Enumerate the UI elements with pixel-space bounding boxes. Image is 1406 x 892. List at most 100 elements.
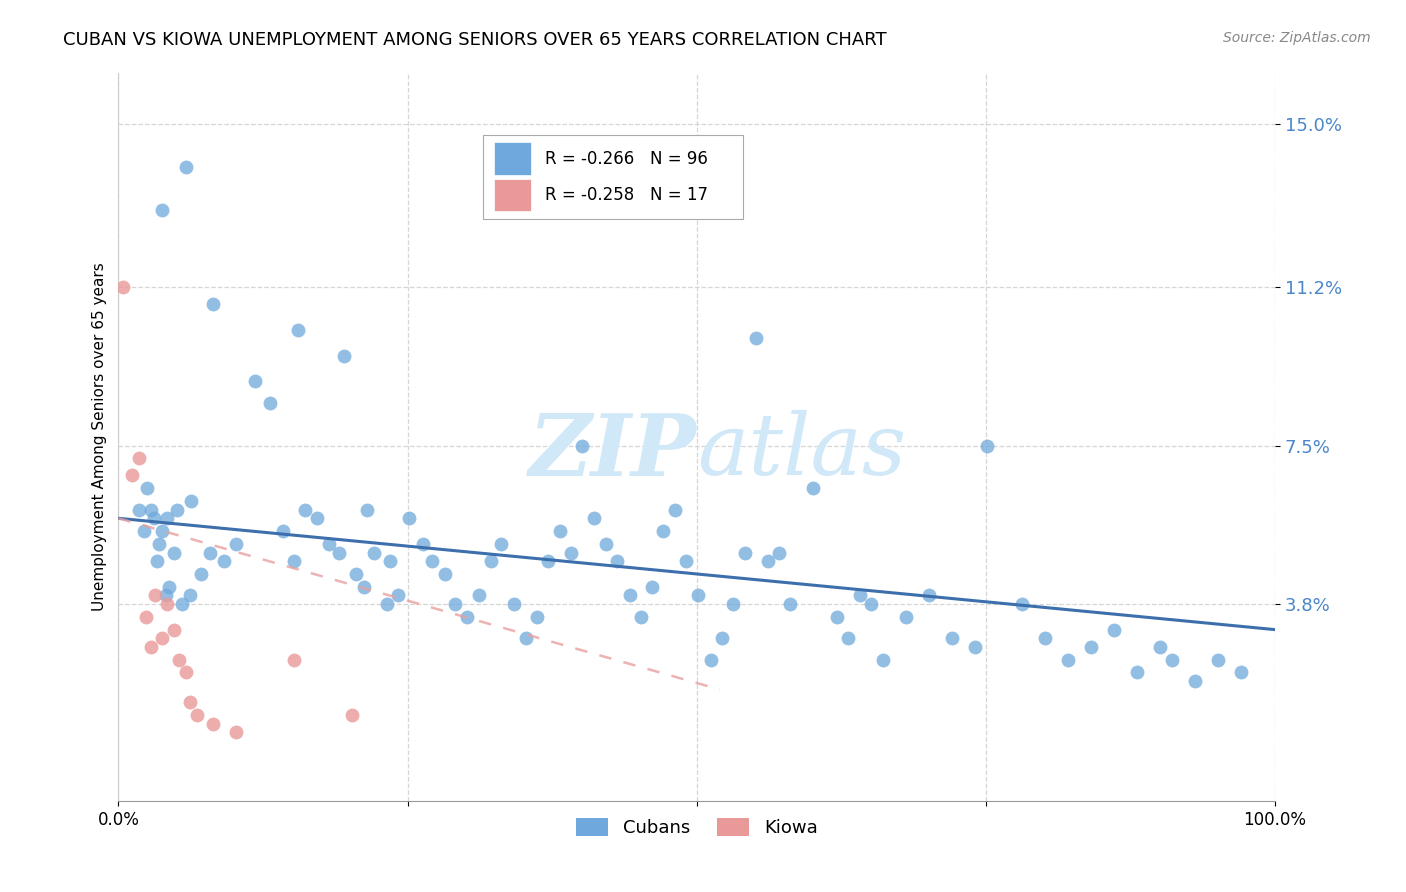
Point — [283, 652, 305, 666]
FancyBboxPatch shape — [495, 142, 531, 175]
Point — [711, 631, 734, 645]
Point — [630, 609, 652, 624]
Point — [333, 349, 356, 363]
Point — [571, 438, 593, 452]
Point — [479, 554, 502, 568]
Point — [536, 554, 558, 568]
Point — [456, 609, 478, 624]
Text: R = -0.258   N = 17: R = -0.258 N = 17 — [546, 186, 709, 204]
Point — [965, 640, 987, 654]
Point — [606, 554, 628, 568]
Point — [652, 524, 675, 538]
Point — [768, 545, 790, 559]
Point — [503, 597, 526, 611]
Point — [398, 511, 420, 525]
Point — [344, 566, 367, 581]
Point — [548, 524, 571, 538]
Point — [1149, 640, 1171, 654]
Point — [225, 725, 247, 739]
Point — [758, 554, 780, 568]
Point — [380, 554, 402, 568]
Point — [145, 554, 167, 568]
FancyBboxPatch shape — [482, 135, 742, 219]
Point — [941, 631, 963, 645]
Point — [595, 537, 617, 551]
Point — [180, 494, 202, 508]
Point — [148, 537, 170, 551]
Point — [515, 631, 537, 645]
Point — [128, 502, 150, 516]
Point — [721, 597, 744, 611]
Point — [1230, 665, 1253, 680]
Point — [271, 524, 294, 538]
Point — [1033, 631, 1056, 645]
Point — [744, 331, 766, 345]
Point — [202, 716, 225, 731]
Point — [145, 588, 167, 602]
Point — [1080, 640, 1102, 654]
Point — [179, 588, 201, 602]
Point — [420, 554, 443, 568]
Point — [803, 481, 825, 495]
Point — [318, 537, 340, 551]
Point — [150, 202, 173, 217]
Point — [139, 502, 162, 516]
Point — [212, 554, 235, 568]
Point — [860, 597, 883, 611]
Point — [186, 708, 208, 723]
Point — [1102, 623, 1125, 637]
Point — [328, 545, 350, 559]
Point — [468, 588, 491, 602]
Point — [1057, 652, 1080, 666]
Point — [734, 545, 756, 559]
Point — [163, 545, 186, 559]
Point — [202, 297, 225, 311]
Legend: Cubans, Kiowa: Cubans, Kiowa — [568, 811, 825, 844]
Point — [491, 537, 513, 551]
Point — [779, 597, 801, 611]
Point — [640, 580, 662, 594]
Text: CUBAN VS KIOWA UNEMPLOYMENT AMONG SENIORS OVER 65 YEARS CORRELATION CHART: CUBAN VS KIOWA UNEMPLOYMENT AMONG SENIOR… — [63, 31, 887, 49]
Point — [121, 468, 143, 483]
Point — [157, 580, 180, 594]
Point — [976, 438, 998, 452]
Point — [179, 695, 201, 709]
Point — [444, 597, 467, 611]
Point — [412, 537, 434, 551]
Point — [1126, 665, 1149, 680]
Point — [1206, 652, 1229, 666]
Point — [139, 640, 162, 654]
Point — [132, 524, 155, 538]
Point — [150, 631, 173, 645]
Point — [699, 652, 721, 666]
Point — [664, 502, 686, 516]
Point — [112, 280, 135, 294]
Text: R = -0.266   N = 96: R = -0.266 N = 96 — [546, 150, 709, 168]
Point — [155, 588, 177, 602]
Point — [259, 395, 281, 409]
Point — [128, 451, 150, 466]
Point — [150, 524, 173, 538]
Text: ZIP: ZIP — [529, 409, 697, 493]
Point — [170, 597, 193, 611]
Point — [136, 481, 159, 495]
Point — [353, 580, 375, 594]
Point — [1011, 597, 1033, 611]
Point — [526, 609, 548, 624]
Point — [1161, 652, 1184, 666]
Point — [560, 545, 582, 559]
Point — [387, 588, 409, 602]
Point — [283, 554, 305, 568]
Point — [340, 708, 363, 723]
Point — [837, 631, 859, 645]
Point — [675, 554, 697, 568]
Point — [433, 566, 456, 581]
Point — [287, 323, 309, 337]
Point — [294, 502, 316, 516]
Point — [872, 652, 894, 666]
Point — [135, 609, 157, 624]
Point — [156, 597, 179, 611]
Point — [167, 652, 190, 666]
Point — [686, 588, 709, 602]
Point — [894, 609, 917, 624]
